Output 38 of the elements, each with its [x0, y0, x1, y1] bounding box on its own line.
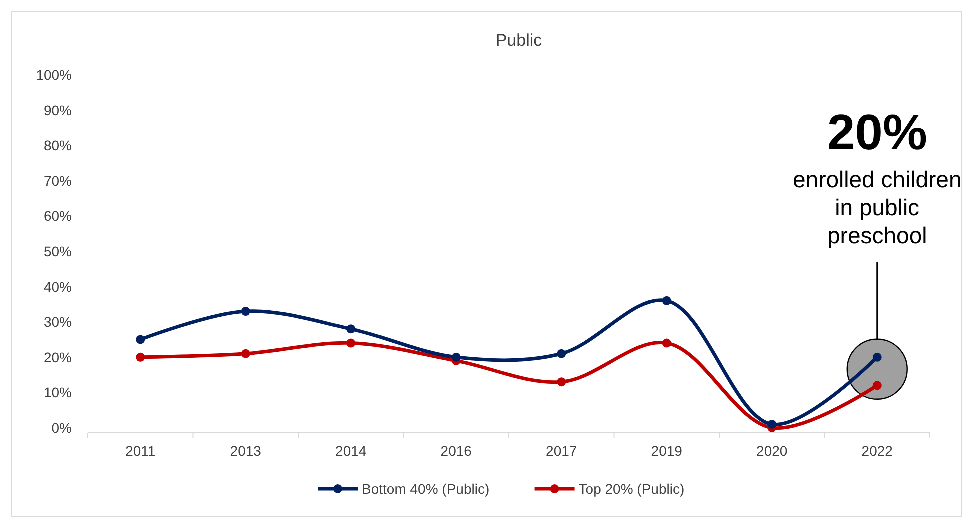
point — [557, 378, 566, 387]
legend-label: Top 20% (Public) — [578, 481, 685, 497]
x-tick-label: 2020 — [756, 443, 788, 459]
point — [768, 420, 777, 429]
legend-label: Bottom 40% (Public) — [362, 481, 490, 497]
y-tick-label: 50% — [44, 244, 72, 260]
point — [872, 381, 882, 390]
x-tick-label: 2016 — [440, 443, 472, 459]
point — [452, 352, 461, 362]
y-tick-label: 0% — [52, 420, 72, 436]
y-tick-label: 30% — [44, 314, 72, 330]
point — [346, 338, 356, 348]
x-tick-label: 2011 — [126, 443, 156, 459]
point — [662, 338, 672, 348]
point — [241, 307, 250, 316]
point — [241, 349, 250, 358]
point — [346, 324, 356, 334]
annotation: 20% — [827, 104, 928, 160]
point — [557, 349, 566, 358]
point — [872, 352, 882, 362]
x-tick-label: 2019 — [651, 443, 683, 459]
y-tick-label: 90% — [44, 102, 72, 118]
y-tick-label: 10% — [44, 384, 72, 401]
x-tick-label: 2013 — [230, 443, 262, 459]
x-tick-label: 2017 — [546, 443, 578, 459]
point — [136, 335, 146, 344]
y-tick-label: 60% — [44, 208, 72, 224]
y-tick-label: 80% — [44, 138, 72, 154]
point — [136, 352, 146, 362]
point — [662, 296, 672, 306]
annotation: enrolled children in public preschool — [792, 166, 962, 248]
y-tick-label: 70% — [44, 172, 72, 189]
y-tick-label: 20% — [44, 349, 72, 366]
x-tick-label: 2022 — [862, 443, 894, 459]
chart-title: Public — [496, 31, 543, 50]
x-tick-label: 2014 — [336, 443, 367, 459]
y-tick-label: 100% — [36, 67, 72, 83]
y-tick-label: 40% — [44, 278, 72, 295]
